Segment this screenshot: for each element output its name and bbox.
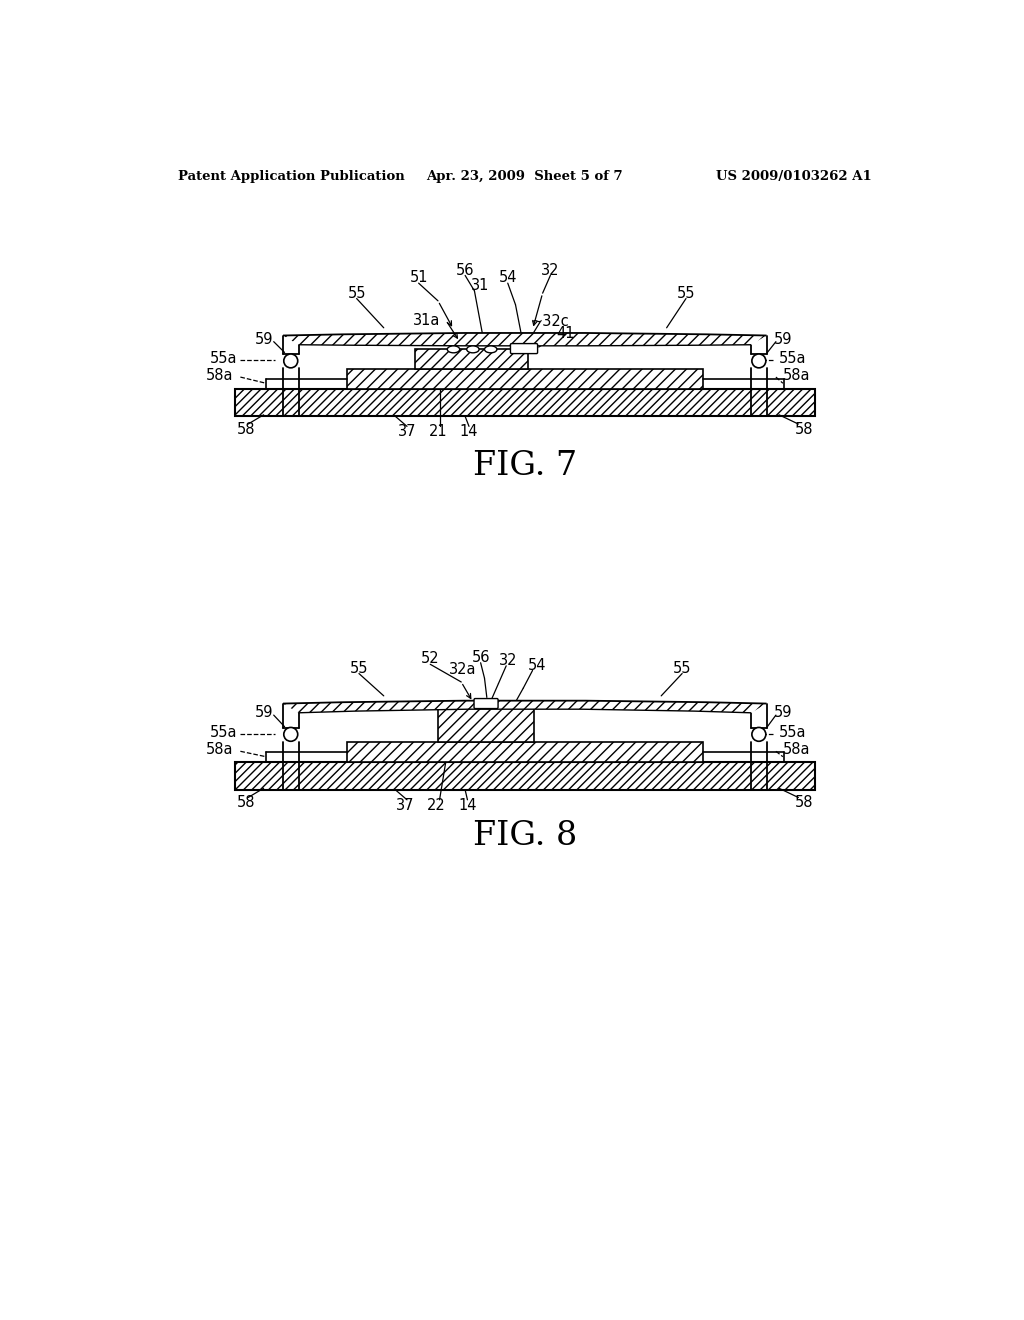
Text: 55: 55	[673, 660, 691, 676]
Circle shape	[752, 354, 766, 368]
Text: 37: 37	[397, 424, 416, 440]
Text: 58a: 58a	[782, 368, 810, 383]
Ellipse shape	[447, 346, 460, 352]
Polygon shape	[283, 701, 767, 713]
Text: Apr. 23, 2009  Sheet 5 of 7: Apr. 23, 2009 Sheet 5 of 7	[426, 169, 624, 182]
Circle shape	[284, 727, 298, 742]
Bar	[234, 762, 815, 789]
Polygon shape	[283, 333, 767, 346]
Text: 31a: 31a	[413, 313, 440, 327]
Bar	[415, 350, 528, 368]
Text: 55a: 55a	[209, 725, 237, 741]
Text: 58a: 58a	[206, 368, 233, 383]
Text: 59: 59	[773, 705, 793, 721]
Text: 37: 37	[396, 797, 415, 813]
Text: FIG. 7: FIG. 7	[473, 450, 577, 482]
Text: 55: 55	[677, 285, 695, 301]
Bar	[346, 742, 703, 762]
Text: 54: 54	[499, 271, 517, 285]
Text: 56: 56	[471, 649, 489, 665]
Text: 58: 58	[795, 422, 813, 437]
Text: 32: 32	[499, 653, 517, 668]
Text: 55: 55	[347, 285, 366, 301]
Text: 55a: 55a	[209, 351, 237, 366]
Text: 59: 59	[773, 331, 793, 347]
Text: 55: 55	[350, 660, 369, 676]
Text: 52: 52	[421, 651, 439, 667]
Text: 59: 59	[254, 331, 272, 347]
Bar	[346, 368, 703, 388]
Text: 31: 31	[471, 279, 489, 293]
Text: 58: 58	[795, 796, 813, 810]
Text: 51: 51	[410, 271, 428, 285]
Text: FIG. 8: FIG. 8	[473, 820, 577, 851]
Text: US 2009/0103262 A1: US 2009/0103262 A1	[716, 169, 872, 182]
Bar	[234, 388, 815, 416]
Text: 14: 14	[458, 797, 477, 813]
Ellipse shape	[467, 346, 479, 352]
Text: 21: 21	[429, 424, 447, 440]
Text: 59: 59	[254, 705, 272, 721]
Text: 58: 58	[237, 796, 255, 810]
Text: 32: 32	[541, 263, 560, 277]
Text: 58a: 58a	[206, 742, 233, 758]
Ellipse shape	[484, 346, 497, 352]
Text: ~32c: ~32c	[531, 314, 569, 329]
Text: 54: 54	[528, 657, 547, 673]
Text: 58: 58	[237, 422, 255, 437]
Text: 56: 56	[456, 263, 474, 277]
Text: 32a: 32a	[450, 663, 476, 677]
Text: 55a: 55a	[778, 725, 806, 741]
Text: Patent Application Publication: Patent Application Publication	[178, 169, 406, 182]
Text: 41: 41	[557, 326, 575, 342]
Text: 55a: 55a	[778, 351, 806, 366]
Text: 22: 22	[427, 797, 445, 813]
FancyBboxPatch shape	[474, 698, 498, 709]
Circle shape	[752, 727, 766, 742]
FancyBboxPatch shape	[510, 343, 538, 354]
Bar	[438, 705, 535, 742]
Circle shape	[284, 354, 298, 368]
Text: 14: 14	[460, 424, 478, 440]
Text: 58a: 58a	[782, 742, 810, 758]
